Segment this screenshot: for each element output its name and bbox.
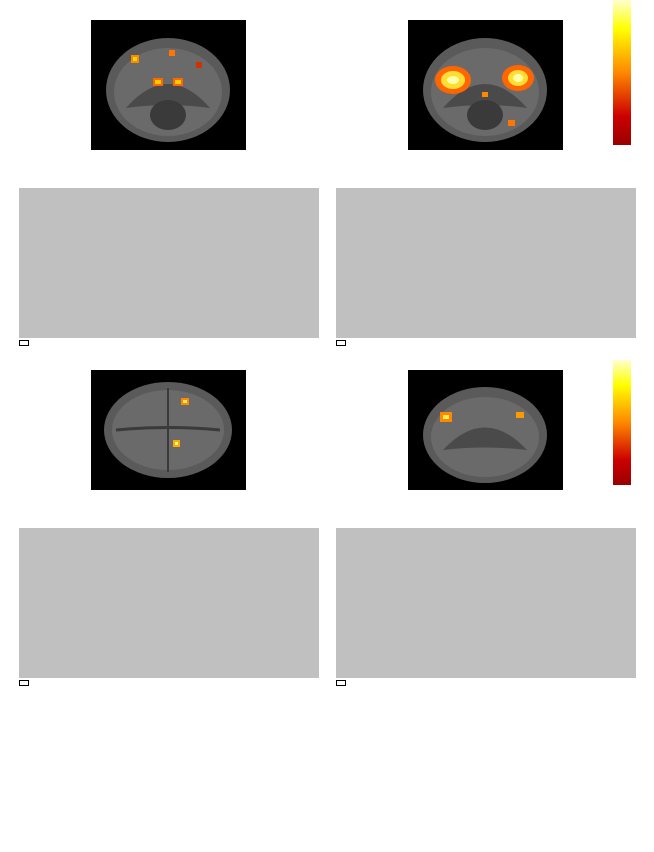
chart-dlpfc-container — [336, 186, 636, 340]
panel-b-brain-row — [10, 370, 644, 495]
chart-caudate-legend — [19, 340, 29, 346]
brain-caudate — [91, 20, 246, 155]
panel-b-charts — [10, 526, 644, 680]
chart-rostral-container — [336, 526, 636, 680]
color-scale-a — [613, 0, 634, 145]
chart-cingulate-container — [19, 526, 319, 680]
color-scale-bar-icon — [613, 0, 631, 145]
brain-rostral-dlpfc — [408, 370, 563, 495]
panel-a-charts — [10, 186, 644, 340]
brain-scan-caudate-icon — [91, 20, 246, 150]
color-scale-bar-b-icon — [613, 360, 631, 485]
brain-cingulate — [91, 370, 246, 495]
color-scale-b — [613, 360, 634, 485]
chart-cingulate-legend — [19, 680, 29, 686]
brain-dlpfc — [408, 20, 563, 155]
brain-scan-rostral-icon — [408, 370, 563, 490]
brain-scan-dlpfc-icon — [408, 20, 563, 150]
chart-rostral-legend — [336, 680, 346, 686]
chart-caudate-container — [19, 186, 319, 340]
panel-a-brain-row — [10, 20, 644, 155]
chart-caudate — [19, 188, 319, 338]
chart-cingulate — [19, 528, 319, 678]
chart-rostral — [336, 528, 636, 678]
chart-dlpfc — [336, 188, 636, 338]
panel-a — [10, 10, 644, 340]
panel-b — [10, 360, 644, 680]
chart-dlpfc-legend — [336, 340, 346, 346]
brain-scan-cingulate-icon — [91, 370, 246, 490]
